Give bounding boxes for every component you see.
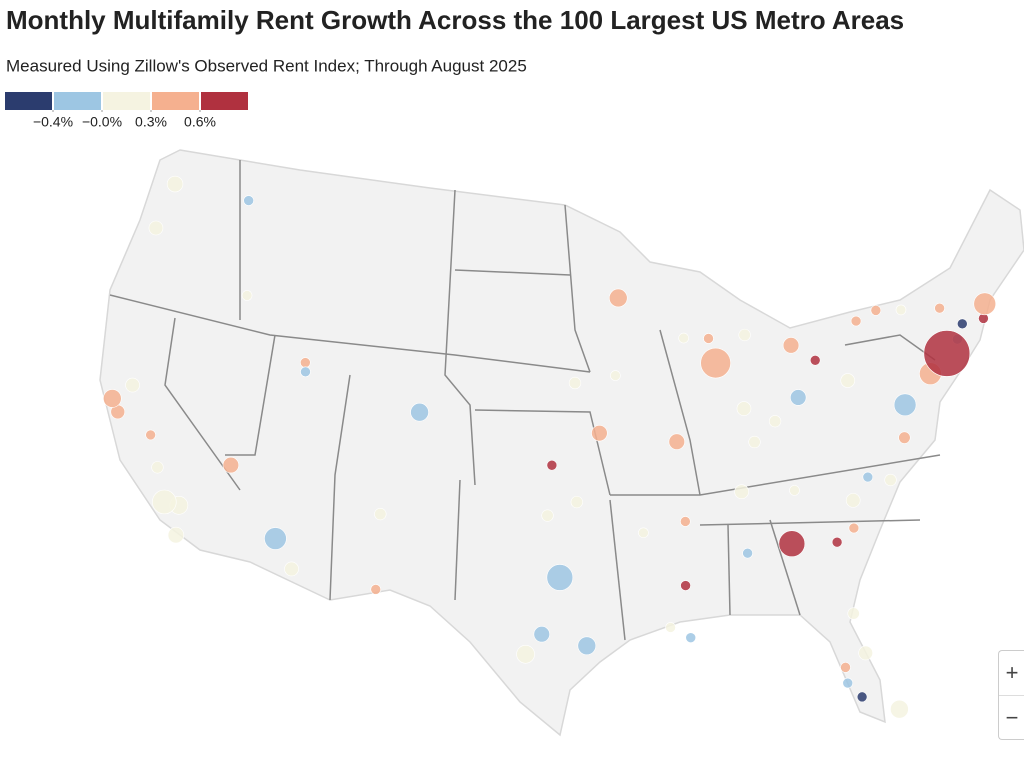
metro-bubble: [370, 584, 382, 595]
metro-bubble: [736, 401, 752, 416]
metro-bubble: [546, 459, 558, 471]
metro-bubble: [840, 662, 851, 673]
metro-bubble: [145, 429, 156, 441]
metro-bubble: [665, 622, 676, 633]
metro-bubble: [685, 632, 697, 644]
metro-bubble: [703, 333, 714, 344]
us-outline: [99, 149, 1024, 737]
metro-bubble: [374, 507, 387, 521]
metro-bubble: [847, 607, 860, 620]
metro-bubble: [789, 485, 800, 496]
metro-bubble: [790, 389, 807, 406]
metro-bubble: [222, 456, 240, 474]
metro-bubble: [680, 516, 691, 527]
metro-bubble: [831, 536, 843, 548]
metro-bubble: [167, 526, 185, 544]
metro-bubble: [934, 302, 945, 314]
metro-bubble: [680, 580, 691, 591]
metro-bubble: [610, 370, 621, 381]
metro-bubble: [300, 366, 311, 378]
metro-bubble: [700, 347, 731, 379]
metro-bubble: [862, 471, 874, 483]
legend-swatch: [103, 92, 150, 110]
metro-bubble: [541, 509, 554, 522]
metro-bubble: [608, 288, 628, 308]
chart-title: Monthly Multifamily Rent Growth Across t…: [6, 5, 904, 35]
legend-swatch: [152, 92, 199, 110]
metro-bubble: [570, 495, 583, 509]
metro-bubble: [782, 337, 800, 354]
legend: −0.4% −0.0% 0.3% 0.6%: [5, 92, 248, 130]
metro-bubble: [768, 415, 782, 428]
metro-bubble: [845, 493, 861, 508]
metro-bubble: [778, 530, 806, 558]
metro-bubble: [898, 431, 911, 444]
metro-bubble: [890, 699, 909, 719]
metro-bubble: [734, 484, 749, 500]
metro-bubble: [516, 644, 535, 664]
metro-bubble: [893, 393, 917, 417]
metro-bubble: [809, 355, 821, 366]
zoom-in-button[interactable]: +: [999, 651, 1024, 696]
legend-tick-label: −0.4%: [33, 114, 73, 130]
state-borders: [109, 160, 941, 641]
metro-bubble: [848, 522, 860, 534]
metro-bubble: [840, 373, 856, 388]
metro-bubble: [742, 547, 753, 559]
metro-bubble: [243, 195, 254, 206]
legend-swatch: [201, 92, 248, 110]
metro-bubble: [668, 433, 685, 450]
metro-bubble: [264, 527, 287, 550]
metro-bubble: [577, 636, 597, 656]
chart-subtitle: Measured Using Zillow's Observed Rent In…: [6, 56, 527, 75]
metro-bubble: [957, 318, 968, 330]
metro-bubble: [533, 625, 550, 643]
metro-bubble: [884, 473, 897, 487]
legend-swatch: [54, 92, 101, 110]
metro-bubble: [870, 305, 882, 316]
metro-bubble: [152, 489, 177, 515]
metro-bubble: [568, 376, 582, 390]
metro-bubble: [241, 290, 253, 301]
legend-tick-label: 0.6%: [184, 114, 216, 130]
metro-bubble: [546, 564, 574, 591]
metro-bubble: [858, 645, 873, 661]
metro-bubble: [895, 304, 907, 316]
metro-bubble: [923, 330, 971, 377]
zoom-control: + −: [998, 650, 1024, 740]
metro-bubble: [850, 315, 862, 327]
bubbles: [103, 175, 997, 719]
metro-bubble: [103, 389, 122, 408]
metro-bubble: [148, 220, 164, 236]
metro-bubble: [151, 461, 164, 474]
legend-swatch: [5, 92, 52, 110]
metro-bubble: [856, 691, 868, 703]
metro-bubble: [638, 527, 649, 539]
metro-bubble: [842, 677, 854, 689]
metro-bubble: [591, 424, 608, 442]
metro-bubble: [678, 332, 689, 344]
zoom-out-button[interactable]: −: [1005, 705, 1019, 730]
legend-tick-label: −0.0%: [82, 114, 122, 130]
metro-bubble: [166, 175, 184, 193]
metro-bubble: [410, 402, 429, 422]
metro-bubble: [125, 377, 140, 393]
metro-bubble: [300, 357, 311, 368]
metro-bubble: [973, 292, 997, 316]
legend-tick-label: 0.3%: [135, 114, 167, 130]
metro-bubble: [748, 435, 761, 449]
metro-bubble: [738, 328, 751, 342]
metro-bubble: [284, 561, 299, 577]
